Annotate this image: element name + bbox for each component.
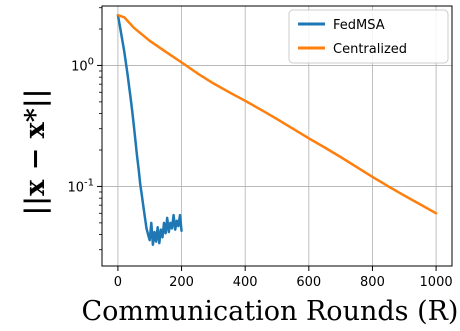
x-axis-title: Communication Rounds (R)	[82, 296, 459, 327]
series-line-centralized	[116, 13, 438, 215]
y-tick-label: 100	[71, 56, 94, 74]
legend-box	[288, 9, 449, 64]
legend-label-centralized: Centralized	[333, 42, 407, 57]
x-tick-label: 0	[114, 275, 122, 290]
plot-frame	[101, 5, 453, 267]
x-tick-label: 800	[360, 275, 385, 290]
legend: FedMSA Centralized	[288, 9, 449, 64]
x-tick-label: 1000	[420, 275, 453, 290]
x-tick-label: 200	[169, 275, 194, 290]
y-tick-label: 10-1	[67, 177, 94, 195]
ticks: 0 200 400 600 800 1000 100 10-1	[67, 7, 453, 290]
series-line-fedmsa	[116, 13, 183, 246]
x-tick-label: 600	[296, 275, 321, 290]
x-tick-label: 400	[233, 275, 258, 290]
series-layer	[116, 13, 438, 246]
y-axis-title: ||x − x*||	[20, 88, 51, 215]
legend-label-fedmsa: FedMSA	[333, 18, 385, 33]
